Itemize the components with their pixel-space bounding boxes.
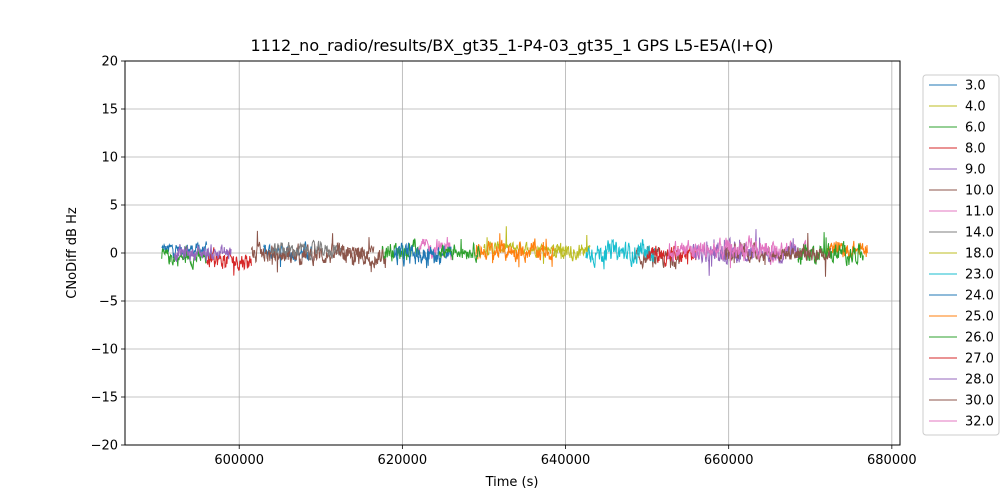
series-line [173, 244, 232, 263]
legend-item: 9.0 [929, 163, 986, 178]
x-tick-label: 620000 [378, 453, 428, 468]
legend-label: 18.0 [965, 247, 994, 262]
y-tick-label: −15 [91, 391, 118, 406]
series-line [483, 226, 566, 264]
legend-item: 25.0 [929, 310, 994, 325]
legend-item: 27.0 [929, 352, 994, 367]
legend-box [922, 74, 1000, 436]
legend-label: 3.0 [965, 79, 986, 94]
legend-label: 30.0 [965, 394, 994, 409]
legend: 3.0 4.0 6.0 8.0 9.0 10.0 11.0 14.0 18.0 23.0 24.0 2… [922, 74, 1000, 436]
series-14.0 [271, 239, 342, 261]
y-tick-label: 0 [110, 247, 118, 262]
series-line [826, 240, 868, 259]
legend-item: 10.0 [929, 184, 994, 199]
series-line [271, 239, 342, 261]
y-axis: −20 −15 −10 −5 0 5 10 15 20 [91, 55, 125, 454]
legend-label: 6.0 [965, 121, 986, 136]
y-tick-label: −5 [99, 295, 118, 310]
legend-label: 25.0 [965, 310, 994, 325]
y-tick-label: 5 [110, 199, 118, 214]
series-4.0 [483, 226, 566, 264]
legend-label: 26.0 [965, 331, 994, 346]
x-tick-label: 640000 [541, 453, 591, 468]
y-tick-label: 20 [101, 55, 118, 70]
series-27.0 [646, 245, 697, 267]
legend-item: 18.0 [929, 247, 994, 262]
legend-item: 3.0 [929, 79, 986, 94]
legend-item: 23.0 [929, 268, 994, 283]
legend-label: 14.0 [965, 226, 994, 241]
legend-label: 32.0 [965, 415, 994, 430]
series-18.0 [552, 234, 591, 262]
x-tick-label: 600000 [214, 453, 264, 468]
series-line [552, 234, 591, 262]
y-axis-label: CNoDiff dB Hz [65, 207, 80, 299]
series-32.0 [667, 235, 779, 269]
legend-item: 4.0 [929, 100, 986, 115]
series-line [250, 230, 375, 273]
y-tick-label: 15 [101, 103, 118, 118]
series-line [438, 238, 481, 263]
legend-item: 14.0 [929, 226, 994, 241]
legend-label: 9.0 [965, 163, 986, 178]
series-line [585, 238, 656, 270]
series-line [646, 245, 697, 267]
x-tick-label: 680000 [867, 453, 917, 468]
x-tick-label: 660000 [704, 453, 754, 468]
legend-item: 11.0 [929, 205, 994, 220]
plot-lines [161, 226, 868, 277]
series-23.0 [585, 238, 656, 270]
series-line [336, 244, 387, 273]
legend-item: 6.0 [929, 121, 986, 136]
legend-item: 24.0 [929, 289, 994, 304]
legend-item: 26.0 [929, 331, 994, 346]
series-line [634, 246, 681, 270]
x-axis: 600000 620000 640000 660000 680000 [214, 445, 917, 468]
legend-label: 10.0 [965, 184, 994, 199]
legend-label: 28.0 [965, 373, 994, 388]
y-tick-label: 10 [101, 151, 118, 166]
series-line [393, 242, 452, 269]
series-24.0 [393, 242, 452, 269]
legend-item: 30.0 [929, 394, 994, 409]
y-tick-label: −10 [91, 343, 118, 358]
legend-label: 11.0 [965, 205, 994, 220]
series-line [667, 235, 779, 269]
series-10.0 [250, 230, 681, 273]
legend-label: 27.0 [965, 352, 994, 367]
series-25.0 [475, 233, 868, 268]
x-axis-label: Time (s) [485, 475, 539, 490]
legend-label: 23.0 [965, 268, 994, 283]
legend-item: 28.0 [929, 373, 994, 388]
legend-item: 8.0 [929, 142, 986, 157]
y-tick-label: −20 [91, 439, 118, 454]
legend-label: 8.0 [965, 142, 986, 157]
legend-label: 24.0 [965, 289, 994, 304]
legend-item: 32.0 [929, 415, 994, 430]
chart-title: 1112_no_radio/results/BX_gt35_1-P4-03_gt… [250, 36, 773, 56]
legend-label: 4.0 [965, 100, 986, 115]
series-line [475, 233, 554, 268]
